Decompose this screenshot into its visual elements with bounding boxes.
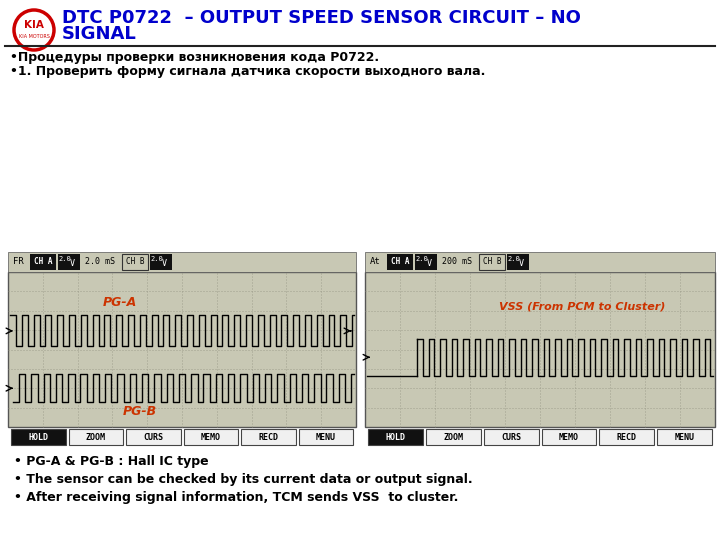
Bar	[657, 429, 712, 445]
Text: CURS: CURS	[143, 433, 163, 442]
Bar	[368, 429, 423, 445]
Text: 2.0 mS: 2.0 mS	[85, 258, 115, 267]
Bar	[365, 272, 715, 427]
Text: CH B: CH B	[483, 258, 501, 267]
Text: RECD: RECD	[258, 433, 278, 442]
Bar	[507, 254, 529, 270]
Text: V: V	[70, 259, 74, 267]
Text: MEMO: MEMO	[201, 433, 221, 442]
Text: CH B: CH B	[126, 258, 145, 267]
Text: SIGNAL: SIGNAL	[62, 25, 137, 43]
Bar	[541, 429, 596, 445]
Text: V: V	[162, 259, 167, 267]
Bar	[126, 429, 181, 445]
Text: PG-B: PG-B	[123, 405, 157, 418]
Bar	[8, 272, 356, 427]
Text: At: At	[370, 258, 381, 267]
Bar	[150, 254, 172, 270]
Text: HOLD: HOLD	[385, 433, 405, 442]
Bar	[8, 252, 356, 272]
Bar	[122, 254, 148, 270]
Text: V: V	[518, 259, 523, 267]
Text: VSS (From PCM to Cluster): VSS (From PCM to Cluster)	[499, 301, 665, 311]
Text: MENU: MENU	[316, 433, 336, 442]
Text: 2.0: 2.0	[58, 256, 71, 262]
Text: • PG-A & PG-B : Hall IC type: • PG-A & PG-B : Hall IC type	[14, 456, 209, 469]
Bar	[426, 429, 481, 445]
Text: •1. Проверить форму сигнала датчика скорости выходного вала.: •1. Проверить форму сигнала датчика скор…	[10, 65, 485, 78]
Bar	[484, 429, 539, 445]
Text: V: V	[426, 259, 431, 267]
Text: 200 mS: 200 mS	[442, 258, 472, 267]
Text: ZOOM: ZOOM	[86, 433, 106, 442]
Bar	[387, 254, 413, 270]
Text: MENU: MENU	[675, 433, 695, 442]
Bar	[11, 429, 66, 445]
Text: HOLD: HOLD	[28, 433, 48, 442]
Text: • After receiving signal information, TCM sends VSS  to cluster.: • After receiving signal information, TC…	[14, 491, 459, 504]
Bar	[30, 254, 56, 270]
Bar	[480, 254, 505, 270]
Text: PG-A: PG-A	[102, 296, 137, 309]
Text: DTC P0722  – OUTPUT SPEED SENSOR CIRCUIT – NO: DTC P0722 – OUTPUT SPEED SENSOR CIRCUIT …	[62, 9, 581, 27]
Text: • The sensor can be checked by its current data or output signal.: • The sensor can be checked by its curre…	[14, 474, 472, 487]
Bar	[415, 254, 437, 270]
Text: 2.0: 2.0	[508, 256, 521, 262]
Text: 2.0: 2.0	[150, 256, 163, 262]
Bar	[365, 252, 715, 272]
Bar	[58, 254, 80, 270]
Text: CH A: CH A	[391, 258, 409, 267]
Bar	[241, 429, 295, 445]
Text: 2.0: 2.0	[415, 256, 428, 262]
Text: RECD: RECD	[617, 433, 636, 442]
Bar	[299, 429, 353, 445]
Bar	[184, 429, 238, 445]
Text: KIA MOTORS: KIA MOTORS	[19, 35, 50, 39]
Text: CURS: CURS	[501, 433, 521, 442]
Text: ZOOM: ZOOM	[444, 433, 463, 442]
Text: CH A: CH A	[34, 258, 53, 267]
Text: •Процедуры проверки возникновения кода P0722.: •Процедуры проверки возникновения кода P…	[10, 51, 379, 64]
Text: KIA: KIA	[24, 20, 44, 30]
Bar	[599, 429, 654, 445]
Text: MEMO: MEMO	[559, 433, 579, 442]
Text: FR: FR	[13, 258, 24, 267]
Bar	[68, 429, 123, 445]
